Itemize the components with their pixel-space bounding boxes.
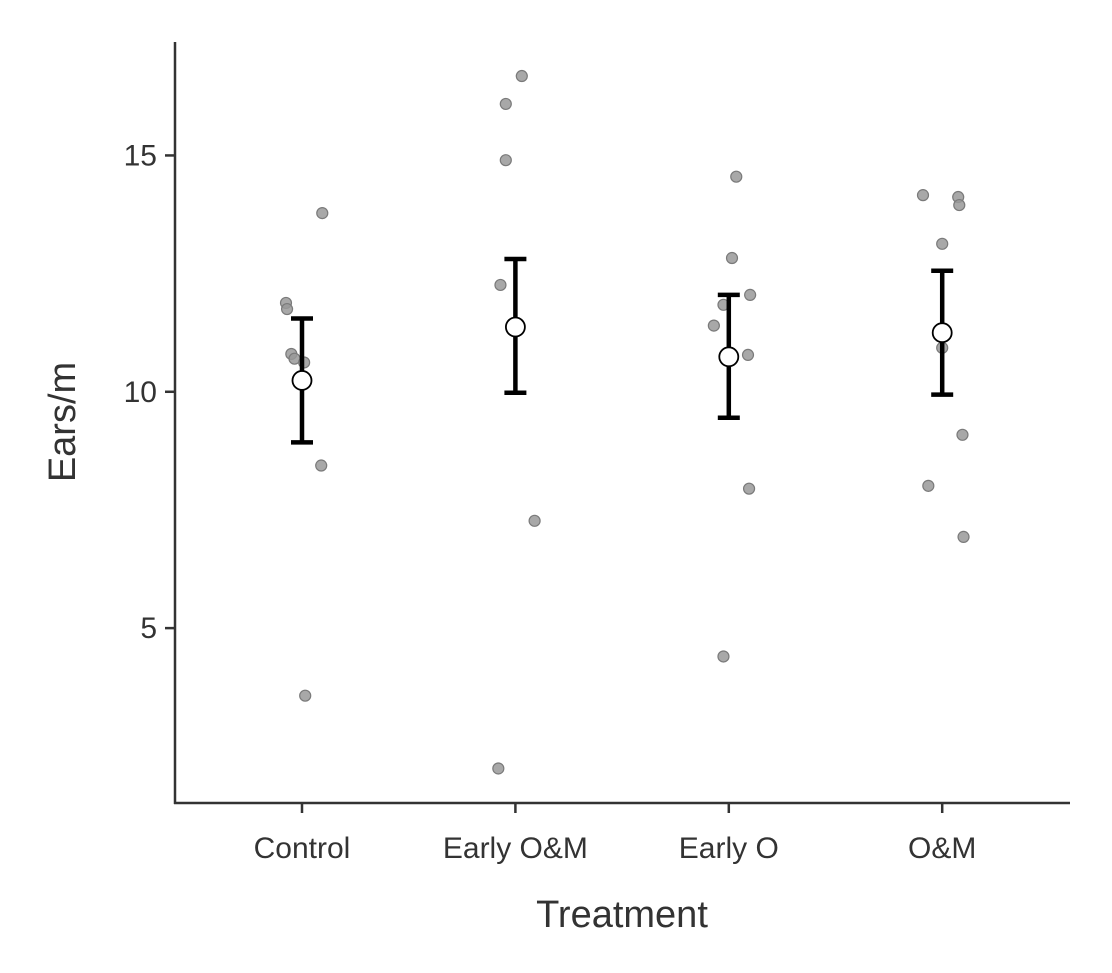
data-point [299,689,312,702]
mean-point [291,370,313,391]
data-point [492,762,505,775]
data-point [725,251,739,265]
data-point [494,278,507,292]
data-point [717,650,730,663]
x-tick-label: O&M [908,832,976,865]
mean-point [931,322,953,344]
x-tick-label: Early O&M [443,832,588,865]
data-point [515,69,528,83]
data-point [316,207,329,220]
axes: 5 10 15 Control Early O&M Early O O&M [124,42,1070,865]
x-tick-label: Early O [679,832,779,865]
data-point [707,319,720,332]
y-axis-title: Ears/m [42,362,84,482]
error-bar-group [291,316,313,445]
mean-point [505,316,526,338]
data-point [936,237,949,250]
error-bar-group [717,292,740,421]
data-point [499,97,512,111]
data-point [916,189,930,202]
data-point [528,514,541,527]
data-point [953,198,966,212]
data-point [744,288,757,301]
data-point [922,479,935,492]
data-point [957,530,970,543]
data-point [280,302,294,316]
data-point [315,459,328,472]
error-bar-group [504,256,527,395]
error-bar-group [931,268,954,397]
points-layer [279,69,970,775]
mean-point [718,346,740,368]
data-point [742,482,756,495]
x-axis-title: Treatment [536,894,708,936]
y-tick-label: 10 [124,376,157,409]
summary-layer [291,256,954,445]
y-tick-label: 15 [124,139,157,172]
data-point [499,154,512,167]
data-point [730,170,743,183]
data-point [741,348,755,362]
y-tick-label: 5 [140,612,157,645]
x-tick-label: Control [254,832,351,865]
data-point [956,428,969,441]
